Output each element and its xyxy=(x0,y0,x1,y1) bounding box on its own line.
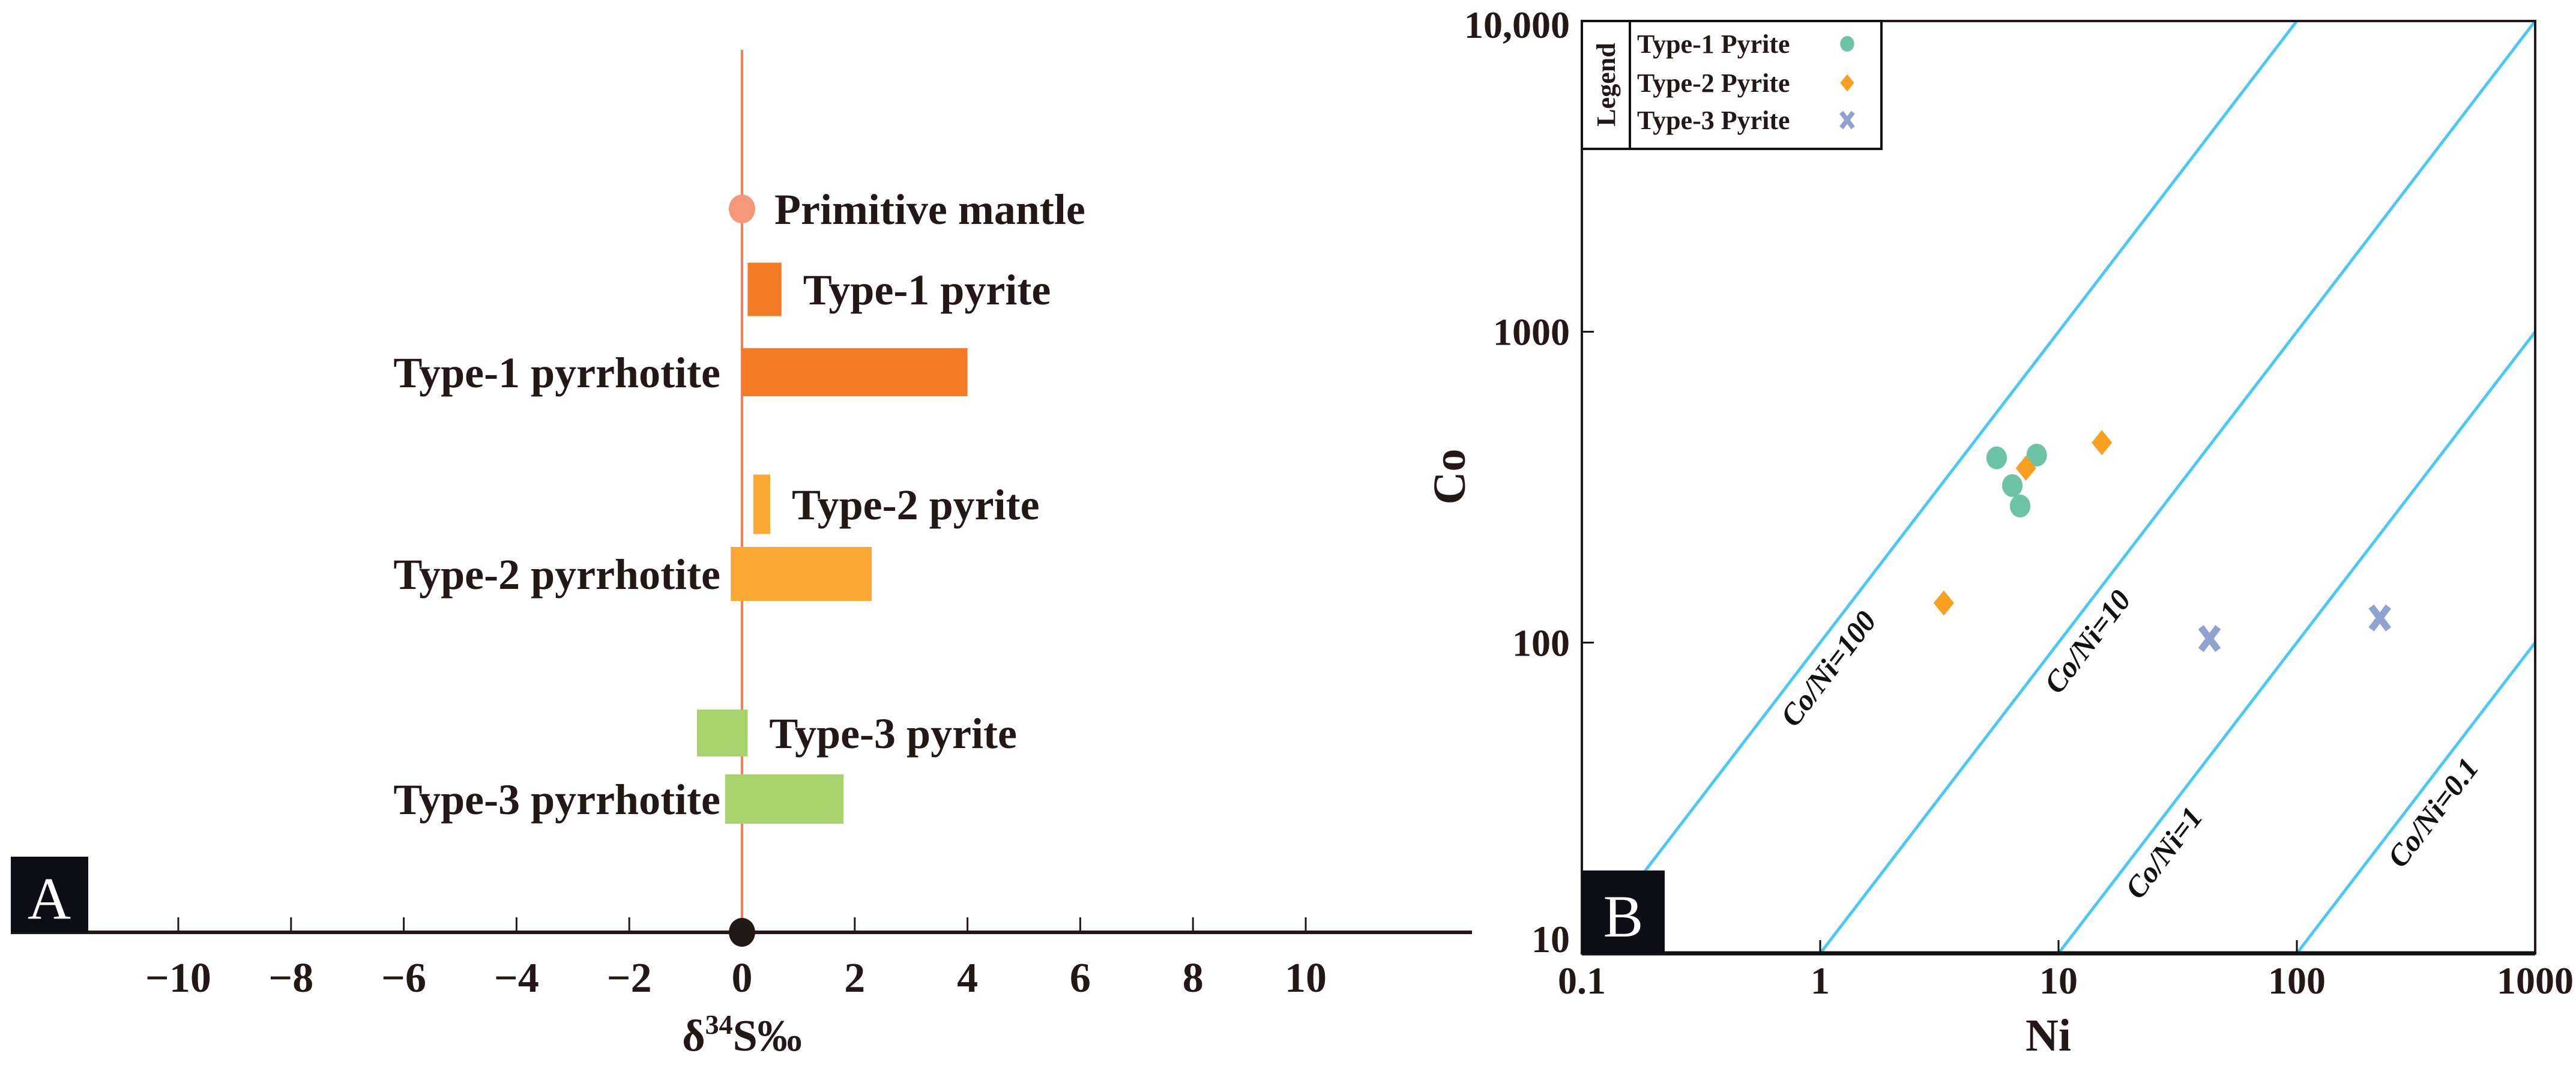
legend-label: Type-3 Pyrite xyxy=(1637,106,1790,135)
legend-item-type-2-pyrite: Type-2 Pyrite xyxy=(1637,68,1854,98)
label-type-3-pyrite: Type-3 pyrite xyxy=(769,710,1017,758)
ratio-line-co-ni-1 xyxy=(2057,331,2536,955)
primitive-mantle-label: Primitive mantle xyxy=(774,186,1085,234)
superscript-34: 34 xyxy=(705,1009,733,1040)
legend-label: Type-1 Pyrite xyxy=(1637,29,1790,59)
zero-origin-marker xyxy=(729,918,755,947)
x-tick-label: 2 xyxy=(844,955,865,1001)
point-type-3-pyrite xyxy=(2368,604,2392,632)
bar-type-1-pyrrhotite xyxy=(742,348,968,396)
x-tick-label: 1000 xyxy=(2497,959,2574,1002)
x-tick-label: 10 xyxy=(1285,955,1327,1001)
y-tick-label: 10 xyxy=(1531,918,1570,961)
point-type-3-pyrite-stroke xyxy=(2368,604,2392,632)
point-type-3-pyrite-stroke xyxy=(2198,625,2221,653)
x-tick-label: 0 xyxy=(732,955,753,1001)
label-type-2-pyrrhotite: Type-2 pyrrhotite xyxy=(393,551,720,599)
x-tick-label: −8 xyxy=(268,955,313,1001)
panel-a-x-axis-label: δ34S‰ xyxy=(682,1009,802,1061)
panel-b-x-axis-label: Ni xyxy=(2026,1010,2071,1061)
point-type-1-pyrite xyxy=(1986,446,2007,469)
bar-type-3-pyrrhotite xyxy=(725,774,844,824)
legend-item-type-1-pyrite: Type-1 Pyrite xyxy=(1637,29,1854,59)
ratio-line-co-ni-10 xyxy=(1819,20,2536,955)
x-tick-label: 0.1 xyxy=(1558,959,1606,1002)
ratio-label-co-ni-10: Co/Ni=10 xyxy=(2038,584,2138,699)
legend-label: Type-2 Pyrite xyxy=(1637,68,1790,98)
legend-marker-cross-icon-stroke xyxy=(1839,110,1855,130)
panel-a-marks: Primitive mantle Type-1 pyrite Type-1 pyrr… xyxy=(393,50,1085,932)
point-type-1-pyrite xyxy=(2026,444,2047,467)
panel-b-ticks: 0.1 1 10 100 1000 10 100 1000 10,000 xyxy=(1464,4,2574,1002)
legend-item-type-3-pyrite: Type-3 Pyrite xyxy=(1637,106,1855,135)
bar-type-3-pyrite xyxy=(696,710,748,756)
panel-b-badge xyxy=(1582,870,1665,953)
bar-type-1-pyrite xyxy=(747,262,782,316)
primitive-mantle-point xyxy=(729,195,755,223)
panel-b-plot-frame xyxy=(1581,20,2536,955)
panel-b-y-axis-label: Co xyxy=(1425,449,1475,505)
x-tick-label: 100 xyxy=(2268,959,2326,1002)
y-tick-label: 1000 xyxy=(1493,311,1570,354)
x-tick-label: 1 xyxy=(1811,959,1830,1002)
ratio-label-co-ni-100: Co/Ni=100 xyxy=(1773,605,1883,732)
point-type-2-pyrite xyxy=(2015,455,2036,481)
panel-a-delta34s-chart: Primitive mantle Type-1 pyrite Type-1 pyrr… xyxy=(11,50,1472,1061)
x-tick-label: −4 xyxy=(494,955,539,1001)
x-tick-label: 4 xyxy=(957,955,978,1001)
ratio-line-co-ni-100 xyxy=(1581,20,2298,955)
legend-items: Type-1 Pyrite Type-2 Pyrite Type-3 Pyrite xyxy=(1637,29,1855,135)
panel-b-badge-letter: B xyxy=(1603,883,1644,950)
legend-marker-cross-icon xyxy=(1839,110,1855,130)
bar-type-2-pyrite xyxy=(753,474,770,534)
x-tick-label: −2 xyxy=(607,955,652,1001)
label-type-3-pyrrhotite: Type-3 pyrrhotite xyxy=(393,776,720,824)
bar-type-2-pyrrhotite xyxy=(731,547,872,601)
y-tick-label: 100 xyxy=(1512,621,1570,664)
point-type-3-pyrite xyxy=(2198,625,2221,653)
legend-box xyxy=(1581,20,1883,150)
x-tick-label: −6 xyxy=(381,955,426,1001)
panel-b-legend: Legend Type-1 Pyrite Type-2 Pyrite Type-3 … xyxy=(1581,20,1883,150)
permil-unit: S‰ xyxy=(733,1012,802,1061)
label-type-2-pyrite: Type-2 pyrite xyxy=(792,481,1040,529)
legend-marker-circle-icon xyxy=(1840,36,1854,52)
x-tick-label: −10 xyxy=(145,955,211,1001)
point-type-1-pyrite xyxy=(2001,474,2023,497)
panel-a-x-ticks: −10 −8 −6 −4 −2 0 2 4 6 8 10 xyxy=(145,917,1327,1001)
point-type-2-pyrite xyxy=(1933,590,1954,616)
legend-marker-diamond-icon xyxy=(1840,74,1854,92)
label-type-1-pyrrhotite: Type-1 pyrrhotite xyxy=(393,349,720,397)
legend-title: Legend xyxy=(1591,43,1621,126)
panel-a-badge xyxy=(11,857,88,932)
ratio-label-co-ni-0-1: Co/Ni=0.1 xyxy=(2380,752,2485,873)
x-tick-label: 10 xyxy=(2039,959,2078,1002)
point-type-2-pyrite xyxy=(2092,430,2113,456)
point-type-1-pyrite xyxy=(2009,494,2031,517)
ratio-line-co-ni-0-1 xyxy=(2296,641,2536,955)
panel-a-badge-letter: A xyxy=(28,865,71,932)
delta-symbol: δ xyxy=(682,1012,705,1061)
x-tick-label: 8 xyxy=(1183,955,1204,1001)
panel-b-ratio-lines xyxy=(1581,20,2536,955)
y-tick-label: 10,000 xyxy=(1464,4,1570,46)
x-tick-label: 6 xyxy=(1070,955,1091,1001)
label-type-1-pyrite: Type-1 pyrite xyxy=(803,266,1051,314)
